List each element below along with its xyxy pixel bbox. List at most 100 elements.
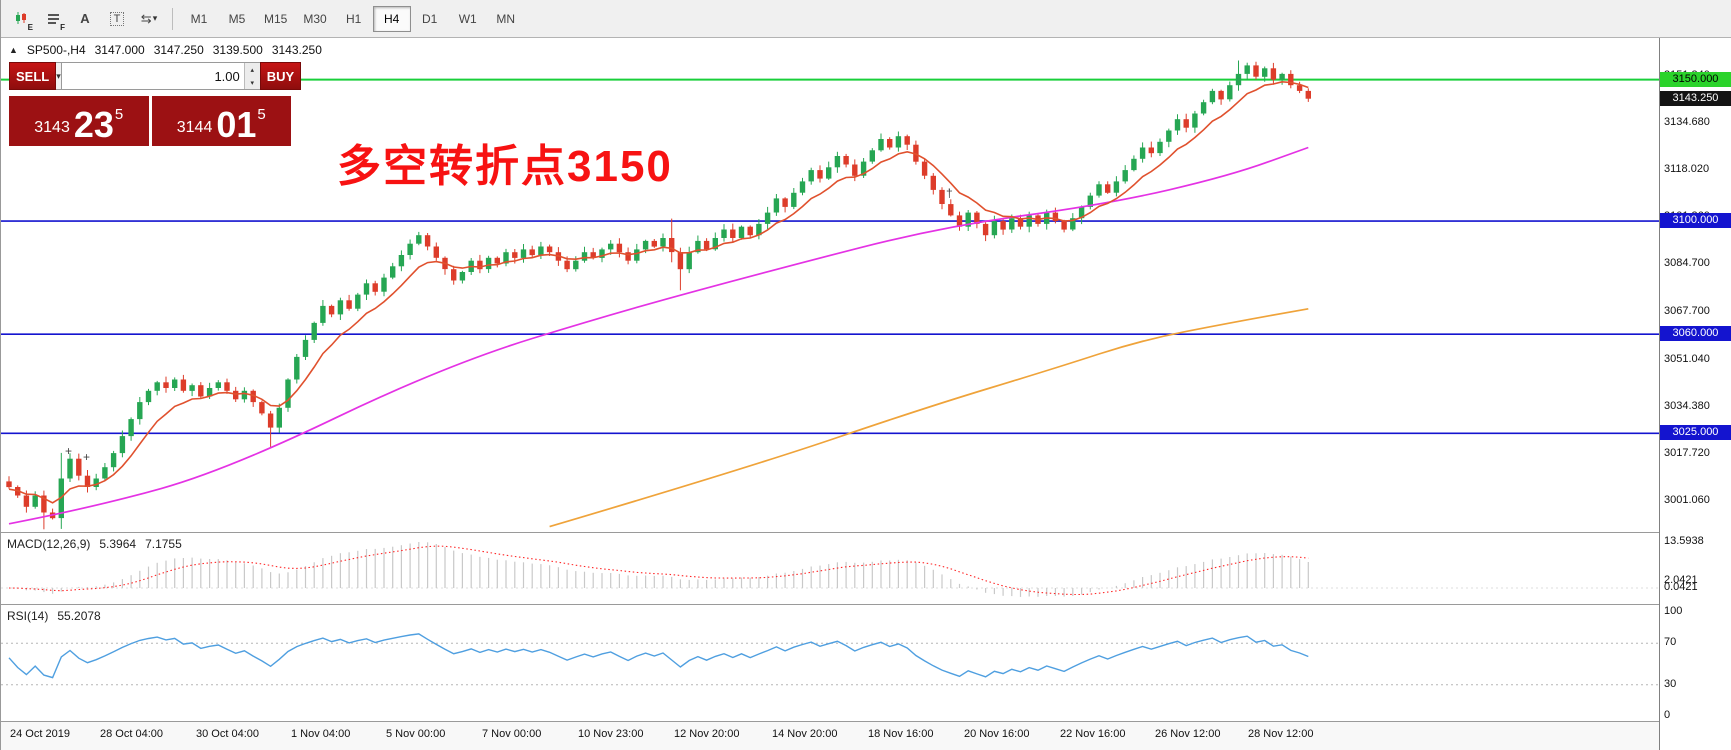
price-axis[interactable]: 3151.3403134.6803118.0203101.3603084.700… [1660, 38, 1731, 750]
macd-axis-tick: 0.0421 [1664, 580, 1698, 593]
macd-axis-tick: 2.0421 [1664, 574, 1698, 587]
low-value: 3139.500 [212, 43, 263, 57]
level-price-badge: 3150.000 [1660, 71, 1731, 87]
cycles-icon[interactable]: ⇆ ▾ [135, 6, 163, 32]
volume-input[interactable] [61, 63, 244, 89]
rsi-axis-tick: 30 [1664, 677, 1677, 690]
tf-button-m1[interactable]: M1 [190, 11, 208, 26]
bid-prefix: 3143 [34, 119, 70, 136]
time-label: 5 Nov 00:00 [386, 728, 446, 740]
price-axis-border [1659, 38, 1660, 750]
chart-object-marker[interactable]: † [946, 186, 953, 200]
volume-increase-button[interactable]: ▴ [244, 63, 260, 76]
toolbar: E F A T ⇆ ▾ M1 M5 M15 M30 H1 H4 D1 W1 MN [1, 0, 1731, 38]
bid-price-tile[interactable]: 3143 23 5 [9, 96, 149, 146]
ask-big-digits: 01 [216, 104, 257, 145]
time-label: 22 Nov 16:00 [1060, 728, 1126, 740]
time-label: 26 Nov 12:00 [1155, 728, 1221, 740]
chevron-down-icon: ▾ [152, 13, 158, 23]
candlestick-glyph [15, 12, 26, 24]
time-label: 30 Oct 04:00 [196, 728, 259, 740]
bid-big-digits: 23 [73, 104, 114, 145]
time-axis[interactable]: 24 Oct 2019 28 Oct 04:00 30 Oct 04:00 1 Nov… [1, 722, 1659, 750]
time-label: 20 Nov 16:00 [964, 728, 1030, 740]
volume-spinner: ▴ ▾ [243, 63, 260, 89]
time-label: 14 Nov 20:00 [772, 728, 838, 740]
rsi-axis-tick: 0 [1664, 709, 1671, 721]
rsi-axis-tick: 100 [1664, 605, 1683, 617]
bars-glyph [47, 14, 59, 24]
price-tick: 3001.060 [1664, 493, 1710, 506]
rsi-axis-tick: 70 [1664, 636, 1677, 649]
time-label: 1 Nov 04:00 [291, 728, 351, 740]
tf-button-h4[interactable]: H4 [372, 5, 411, 32]
tf-button-d1[interactable]: D1 [422, 11, 438, 26]
bid-superscript: 5 [114, 106, 124, 123]
ask-prefix: 3144 [176, 119, 213, 136]
one-click-trading-panel: SELL ▾ ▴ ▾ BUY 3143 23 5 3144 01 [9, 62, 302, 146]
rsi-panel-chart[interactable] [1, 605, 1659, 720]
collapse-arrow-icon[interactable]: ▲ [9, 45, 18, 55]
time-label: 18 Nov 16:00 [868, 728, 934, 740]
rsi-name: RSI(14) [7, 609, 49, 623]
ask-price-tile[interactable]: 3144 01 5 [151, 96, 291, 146]
price-tick: 3118.020 [1664, 163, 1710, 176]
letter-t: T [109, 11, 125, 26]
symbol-period-label: SP500-,H4 [26, 43, 86, 57]
time-label: 28 Nov 12:00 [1248, 728, 1314, 740]
price-tick: 3134.680 [1664, 115, 1710, 128]
macd-main-value: 5.3964 [99, 537, 137, 551]
panel-separator[interactable] [1, 604, 1731, 605]
macd-name: MACD(12,26,9) [7, 537, 91, 551]
tf-button-m15[interactable]: M15 [264, 11, 288, 26]
volume-dropdown[interactable]: ▾ [56, 62, 62, 90]
chart-object-marker[interactable]: + [83, 450, 91, 464]
volume-decrease-button[interactable]: ▾ [244, 76, 260, 89]
ohlc-header: ▲ SP500-,H4 3147.000 3147.250 3139.500 3… [9, 43, 322, 57]
price-tick: 3017.720 [1664, 446, 1710, 459]
letter-a: A [80, 11, 90, 26]
open-value: 3147.000 [94, 43, 145, 57]
time-label: 10 Nov 23:00 [578, 728, 644, 740]
price-tick: 3067.700 [1664, 305, 1710, 318]
current-price-badge: 3143.250 [1660, 90, 1731, 106]
macd-panel-chart[interactable] [1, 533, 1659, 603]
icon-sub-label: E [27, 22, 33, 32]
panel-separator [1, 721, 1731, 722]
price-tick: 3084.700 [1664, 257, 1710, 270]
panel-separator[interactable] [1, 532, 1731, 533]
volume-field-wrap: ▴ ▾ [61, 62, 260, 90]
time-label: 28 Oct 04:00 [100, 728, 163, 740]
bars-f-icon[interactable]: F [39, 6, 67, 32]
chart-annotation-text[interactable]: 多空转折点3150 [337, 142, 673, 191]
price-tick: 3034.380 [1664, 399, 1710, 412]
sell-button[interactable]: SELL [9, 62, 57, 90]
chart-object-marker[interactable]: + [65, 444, 73, 458]
rsi-label: RSI(14) 55.2078 [7, 609, 101, 623]
time-label: 7 Nov 00:00 [482, 728, 542, 740]
macd-label: MACD(12,26,9) 5.3964 7.1755 [7, 537, 182, 551]
tf-button-w1[interactable]: W1 [458, 11, 477, 26]
cycles-glyph: ⇆ [140, 10, 152, 26]
tf-button-m5[interactable]: M5 [228, 11, 246, 26]
icon-sub-label: F [60, 22, 65, 32]
level-price-badge: 3100.000 [1660, 213, 1731, 229]
font-a-icon[interactable]: A [71, 6, 99, 32]
text-label-icon[interactable]: T [103, 6, 131, 32]
close-value: 3143.250 [271, 43, 322, 57]
toolbar-separator [172, 7, 173, 30]
tf-button-mn[interactable]: MN [496, 11, 516, 26]
candles-e-icon[interactable]: E [7, 6, 35, 32]
ask-superscript: 5 [257, 106, 266, 123]
level-price-badge: 3025.000 [1660, 425, 1731, 441]
level-price-badge: 3060.000 [1660, 326, 1731, 342]
tf-button-m30[interactable]: M30 [303, 11, 327, 26]
chevron-down-icon: ▾ [56, 70, 61, 81]
macd-signal-value: 7.1755 [145, 537, 182, 551]
tf-button-h1[interactable]: H1 [346, 11, 362, 26]
buy-button[interactable]: BUY [259, 62, 302, 90]
high-value: 3147.250 [153, 43, 204, 57]
price-tick: 3051.040 [1664, 352, 1710, 365]
time-label: 24 Oct 2019 [10, 728, 70, 740]
macd-axis-tick: 13.5938 [1664, 534, 1704, 547]
